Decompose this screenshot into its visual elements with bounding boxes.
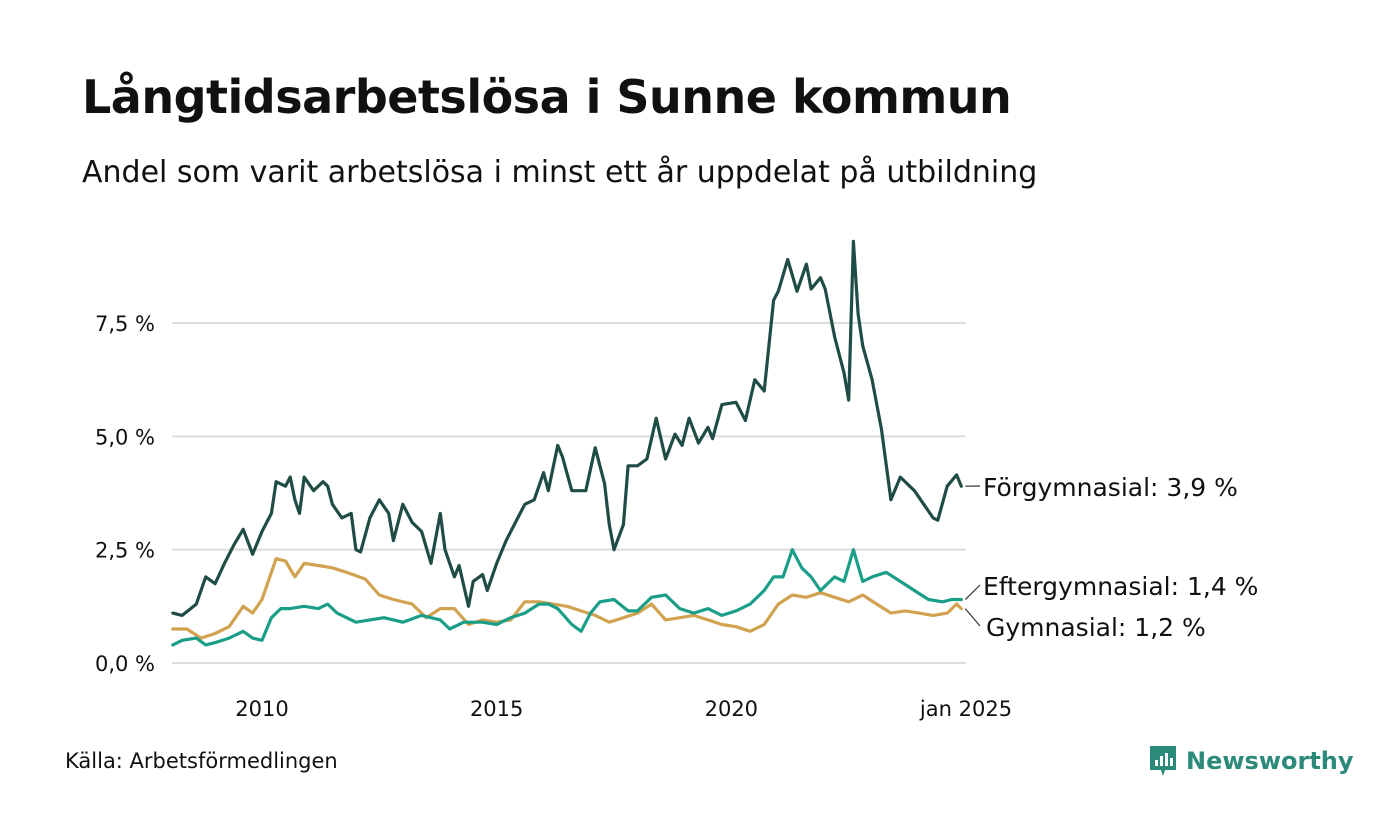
x-tick-label: 2020 bbox=[705, 697, 758, 721]
brand-name: Newsworthy bbox=[1186, 747, 1354, 775]
y-tick-label: 7,5 % bbox=[95, 312, 155, 336]
x-tick-label: jan 2025 bbox=[919, 697, 1012, 721]
series-lines bbox=[171, 239, 963, 647]
x-tick-label: 2010 bbox=[235, 697, 288, 721]
series-line-forgymnasial bbox=[171, 239, 963, 617]
source-note: Källa: Arbetsförmedlingen bbox=[65, 749, 338, 773]
chart-title: Långtidsarbetslösa i Sunne kommun bbox=[82, 70, 1012, 124]
newsworthy-logo: Newsworthy bbox=[1148, 744, 1354, 778]
newsworthy-logo-icon bbox=[1150, 746, 1176, 776]
y-axis-ticks: 0,0 % 2,5 % 5,0 % 7,5 % bbox=[95, 312, 155, 676]
series-end-label-eftergymnasial: Eftergymnasial: 1,4 % bbox=[983, 572, 1258, 601]
leader-line-eftergymnasial bbox=[964, 584, 981, 600]
y-tick-label: 0,0 % bbox=[95, 652, 155, 676]
series-line-gymnasial bbox=[171, 557, 963, 640]
x-axis-ticks: 2010 2015 2020 jan 2025 bbox=[235, 697, 1012, 721]
series-end-label-gymnasial: Gymnasial: 1,2 % bbox=[986, 613, 1206, 642]
x-tick-label: 2015 bbox=[470, 697, 523, 721]
series-end-label-forgymnasial: Förgymnasial: 3,9 % bbox=[983, 473, 1238, 502]
y-tick-label: 5,0 % bbox=[95, 425, 155, 449]
leader-line-gymnasial bbox=[964, 608, 981, 627]
series-line-eftergymnasial bbox=[171, 548, 963, 647]
series-end-labels: Förgymnasial: 3,9 % Eftergymnasial: 1,4 %… bbox=[964, 473, 1258, 642]
grid-lines bbox=[172, 322, 966, 664]
chart-subtitle: Andel som varit arbetslösa i minst ett å… bbox=[82, 155, 1038, 190]
y-tick-label: 2,5 % bbox=[95, 539, 155, 563]
